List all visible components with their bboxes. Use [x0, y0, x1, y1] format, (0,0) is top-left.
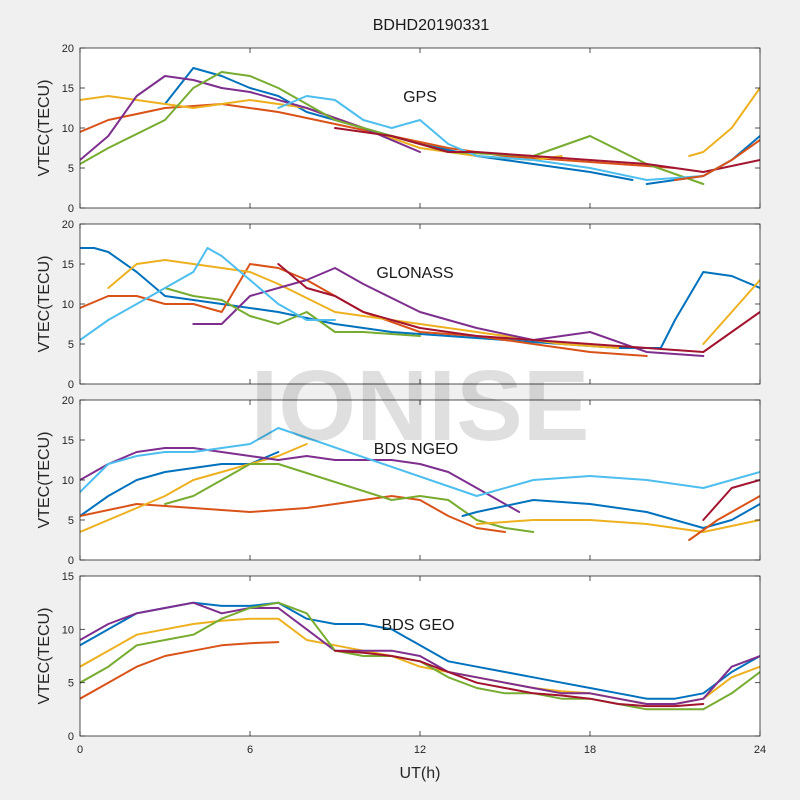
y-tick-label: 15	[62, 571, 74, 583]
panel-label: BDS NGEO	[374, 441, 458, 458]
x-tick-label: 24	[754, 744, 766, 756]
y-tick-label: 20	[62, 219, 74, 231]
panel-4: 0 5 10 15 0 6 12 18 24 VTEC(TECU) BDS GEO	[36, 571, 766, 756]
y-tick-label: 10	[62, 299, 74, 311]
x-axis-label: UT(h)	[400, 765, 441, 782]
series-group	[80, 427, 760, 541]
y-tick-label: 0	[68, 731, 74, 743]
y-tick-label: 0	[68, 379, 74, 391]
series-line-7	[334, 127, 760, 173]
series-line-6	[80, 427, 760, 497]
series-line-7	[461, 499, 760, 529]
y-axis-label: VTEC(TECU)	[36, 256, 53, 353]
plot-area	[80, 48, 760, 208]
series-line-4	[80, 447, 521, 513]
series-group	[80, 601, 760, 711]
y-tick-label: 0	[68, 203, 74, 215]
series-line-10	[688, 495, 760, 541]
series-line-6	[334, 649, 705, 708]
x-tick-label: 12	[414, 744, 426, 756]
series-line-7	[277, 263, 760, 353]
y-tick-label: 15	[62, 435, 74, 447]
series-group	[80, 67, 760, 185]
panel-label: GPS	[403, 89, 437, 106]
series-line-4	[80, 75, 421, 161]
y-axis-label: VTEC(TECU)	[36, 80, 53, 177]
panel-3: 0 5 10 15 20 VTEC(TECU) BDS NGEO	[36, 395, 761, 567]
series-line-10	[674, 139, 760, 181]
series-line-4	[80, 601, 760, 705]
series-line-3	[107, 259, 620, 349]
series-line-6	[277, 95, 705, 181]
series-line-2	[80, 641, 280, 700]
x-tick-label: 6	[247, 744, 253, 756]
y-axis-label: VTEC(TECU)	[36, 432, 53, 529]
series-line-5	[80, 71, 705, 185]
y-tick-label: 15	[62, 83, 74, 95]
series-line-2	[80, 495, 506, 533]
series-line-9	[688, 87, 760, 157]
series-line-2	[80, 103, 676, 169]
series-line-5	[164, 287, 421, 337]
y-tick-label: 10	[62, 475, 74, 487]
series-line-8	[475, 519, 760, 533]
series-line-8	[702, 279, 760, 345]
y-tick-label: 10	[62, 624, 74, 636]
series-line-6	[80, 247, 336, 341]
y-tick-label: 20	[62, 395, 74, 407]
x-tick-label: 18	[584, 744, 596, 756]
panels: 0 5 10 15 20 VTEC(TECU) GPS 0 5 10 15 20 VTEC(TECU) G…	[36, 43, 766, 756]
series-line-9	[702, 479, 760, 521]
y-tick-label: 5	[68, 163, 74, 175]
y-tick-label: 5	[68, 339, 74, 351]
watermark: IONISE	[251, 350, 590, 462]
series-group	[80, 247, 760, 357]
panel-label: BDS GEO	[382, 617, 455, 634]
y-tick-label: 15	[62, 259, 74, 271]
y-axis-label: VTEC(TECU)	[36, 608, 53, 705]
y-tick-label: 0	[68, 555, 74, 567]
series-line-1	[80, 451, 280, 517]
y-tick-label: 10	[62, 123, 74, 135]
panel-1: 0 5 10 15 20 VTEC(TECU) GPS	[36, 43, 761, 215]
panel-2: 0 5 10 15 20 VTEC(TECU) GLONASS	[36, 219, 761, 391]
panel-label: GLONASS	[376, 265, 453, 282]
x-tick-label: 0	[77, 744, 83, 756]
series-line-4	[192, 267, 705, 357]
y-tick-label: 20	[62, 43, 74, 55]
figure-title: BDHD20190331	[373, 17, 490, 34]
y-tick-label: 5	[68, 678, 74, 690]
y-tick-label: 5	[68, 515, 74, 527]
